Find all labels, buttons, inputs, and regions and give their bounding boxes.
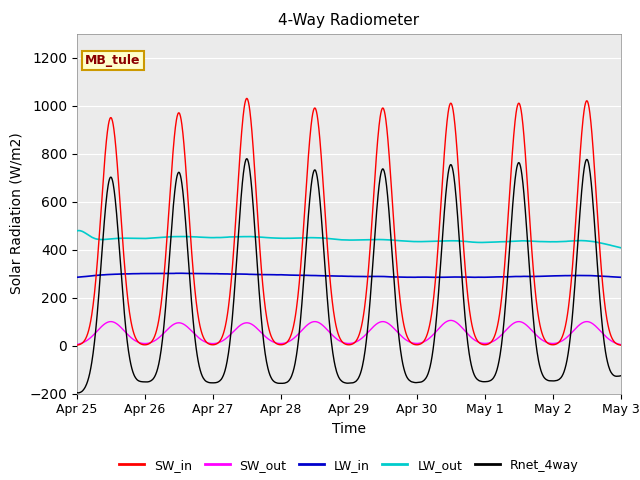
Y-axis label: Solar Radiation (W/m2): Solar Radiation (W/m2): [10, 133, 24, 294]
Title: 4-Way Radiometer: 4-Way Radiometer: [278, 13, 419, 28]
X-axis label: Time: Time: [332, 422, 366, 436]
Text: MB_tule: MB_tule: [85, 54, 140, 67]
Legend: SW_in, SW_out, LW_in, LW_out, Rnet_4way: SW_in, SW_out, LW_in, LW_out, Rnet_4way: [114, 454, 584, 477]
